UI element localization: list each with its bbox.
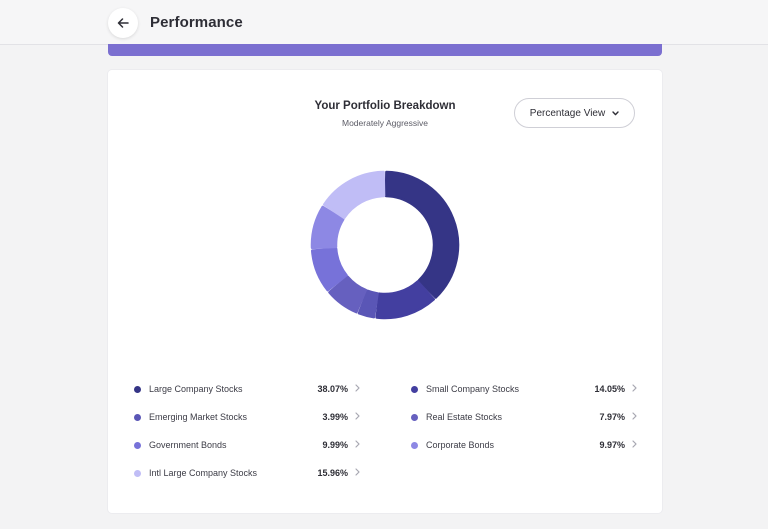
legend-color-dot <box>134 469 141 477</box>
legend-label: Corporate Bonds <box>426 440 495 450</box>
donut-slice-emerging-market-stocks[interactable] <box>357 289 379 319</box>
legend-color-dot <box>411 413 418 421</box>
legend-label: Large Company Stocks <box>149 384 243 394</box>
legend-value: 15.96% <box>317 468 348 478</box>
legend-value: 3.99% <box>322 412 348 422</box>
arrow-left-icon <box>117 18 129 28</box>
legend-value: 9.97% <box>599 440 625 450</box>
donut-slice-intl-large-company-stocks[interactable] <box>322 170 386 220</box>
portfolio-card: Your Portfolio Breakdown Moderately Aggr… <box>108 70 662 513</box>
chevron-right-icon <box>631 383 637 395</box>
legend-item[interactable]: Government Bonds 9.99% <box>134 438 360 452</box>
legend-color-dot <box>134 413 141 421</box>
percentage-view-dropdown[interactable]: Percentage View <box>514 98 635 128</box>
view-dropdown-label: Percentage View <box>529 107 606 119</box>
chevron-right-icon <box>354 467 360 479</box>
accent-strip <box>108 44 662 56</box>
chart-title: Your Portfolio Breakdown <box>314 100 456 112</box>
donut-slice-real-estate-stocks[interactable] <box>328 275 368 314</box>
legend-value: 7.97% <box>599 412 625 422</box>
legend-item[interactable]: Emerging Market Stocks 3.99% <box>134 410 360 424</box>
donut-slice-large-company-stocks[interactable] <box>384 170 460 299</box>
legend-color-dot <box>411 385 418 393</box>
chart-subtitle: Moderately Aggressive <box>342 118 428 128</box>
legend-label: Government Bonds <box>149 440 227 450</box>
legend-color-dot <box>134 385 141 393</box>
chevron-down-icon <box>612 110 619 115</box>
portfolio-donut-chart <box>310 170 460 320</box>
top-bar: Performance <box>0 0 768 45</box>
legend-label: Small Company Stocks <box>426 384 520 394</box>
legend-label: Real Estate Stocks <box>426 412 503 422</box>
donut-slice-corporate-bonds[interactable] <box>310 205 345 250</box>
legend-label: Emerging Market Stocks <box>149 412 248 422</box>
legend-value: 38.07% <box>317 384 348 394</box>
donut-slice-government-bonds[interactable] <box>310 247 348 292</box>
chevron-right-icon <box>354 411 360 423</box>
donut-slice-small-company-stocks[interactable] <box>375 280 435 320</box>
legend-value: 9.99% <box>322 440 348 450</box>
legend-item[interactable]: Real Estate Stocks 7.97% <box>411 410 637 424</box>
legend-label: Intl Large Company Stocks <box>149 468 258 478</box>
chevron-right-icon <box>354 383 360 395</box>
legend-item[interactable]: Intl Large Company Stocks 15.96% <box>134 466 360 480</box>
back-button[interactable] <box>108 8 138 38</box>
legend-item[interactable]: Corporate Bonds 9.97% <box>411 438 637 452</box>
chevron-right-icon <box>631 439 637 451</box>
legend-color-dot <box>134 441 141 449</box>
legend-color-dot <box>411 441 418 449</box>
chevron-right-icon <box>354 439 360 451</box>
legend-value: 14.05% <box>594 384 625 394</box>
page-title: Performance <box>150 14 243 31</box>
legend-item[interactable]: Small Company Stocks 14.05% <box>411 382 637 396</box>
legend-item[interactable]: Large Company Stocks 38.07% <box>134 382 360 396</box>
chevron-right-icon <box>631 411 637 423</box>
